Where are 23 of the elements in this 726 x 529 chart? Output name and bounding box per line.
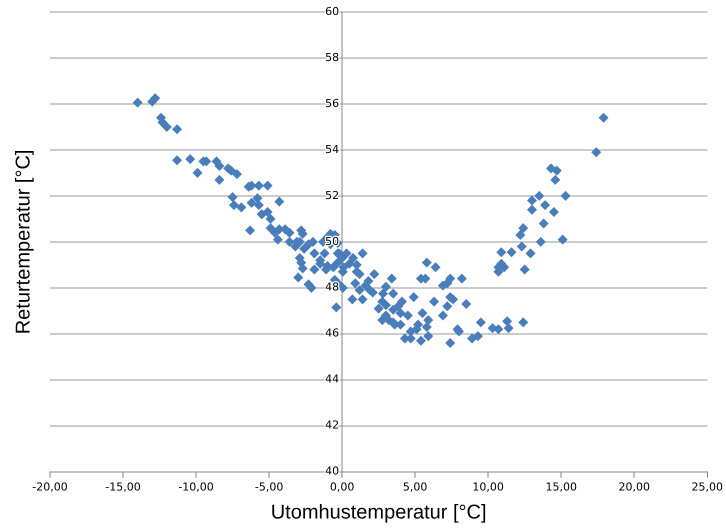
y-tick-label: 44 [325, 372, 340, 386]
y-axis-title: Returtemperatur [°C] [12, 150, 35, 334]
x-tick-label: -15,00 [105, 480, 141, 494]
x-tick-label: 5,00 [402, 480, 428, 494]
x-tick-label: 20,00 [618, 480, 650, 494]
y-tick-label: 54 [325, 142, 340, 156]
y-tick-label: 60 [325, 4, 340, 18]
x-tick-label: -5,00 [254, 480, 284, 494]
y-tick-label: 50 [325, 234, 340, 248]
y-tick-label: 56 [325, 96, 340, 110]
y-tick-label: 52 [325, 188, 340, 202]
x-tick-label: -20,00 [32, 480, 68, 494]
x-tick-label: 25,00 [692, 480, 724, 494]
x-tick-label: 10,00 [472, 480, 504, 494]
y-tick-label: 48 [325, 280, 340, 294]
y-tick-label: 46 [325, 326, 340, 340]
x-tick-label: -10,00 [178, 480, 214, 494]
y-tick-label: 42 [325, 418, 340, 432]
y-tick-label: 58 [325, 50, 340, 64]
x-axis-title: Utomhustemperatur [°C] [270, 502, 487, 524]
x-tick-label: 0,00 [330, 480, 354, 494]
x-tick-label: 15,00 [545, 480, 577, 494]
y-tick-label: 40 [325, 464, 340, 478]
